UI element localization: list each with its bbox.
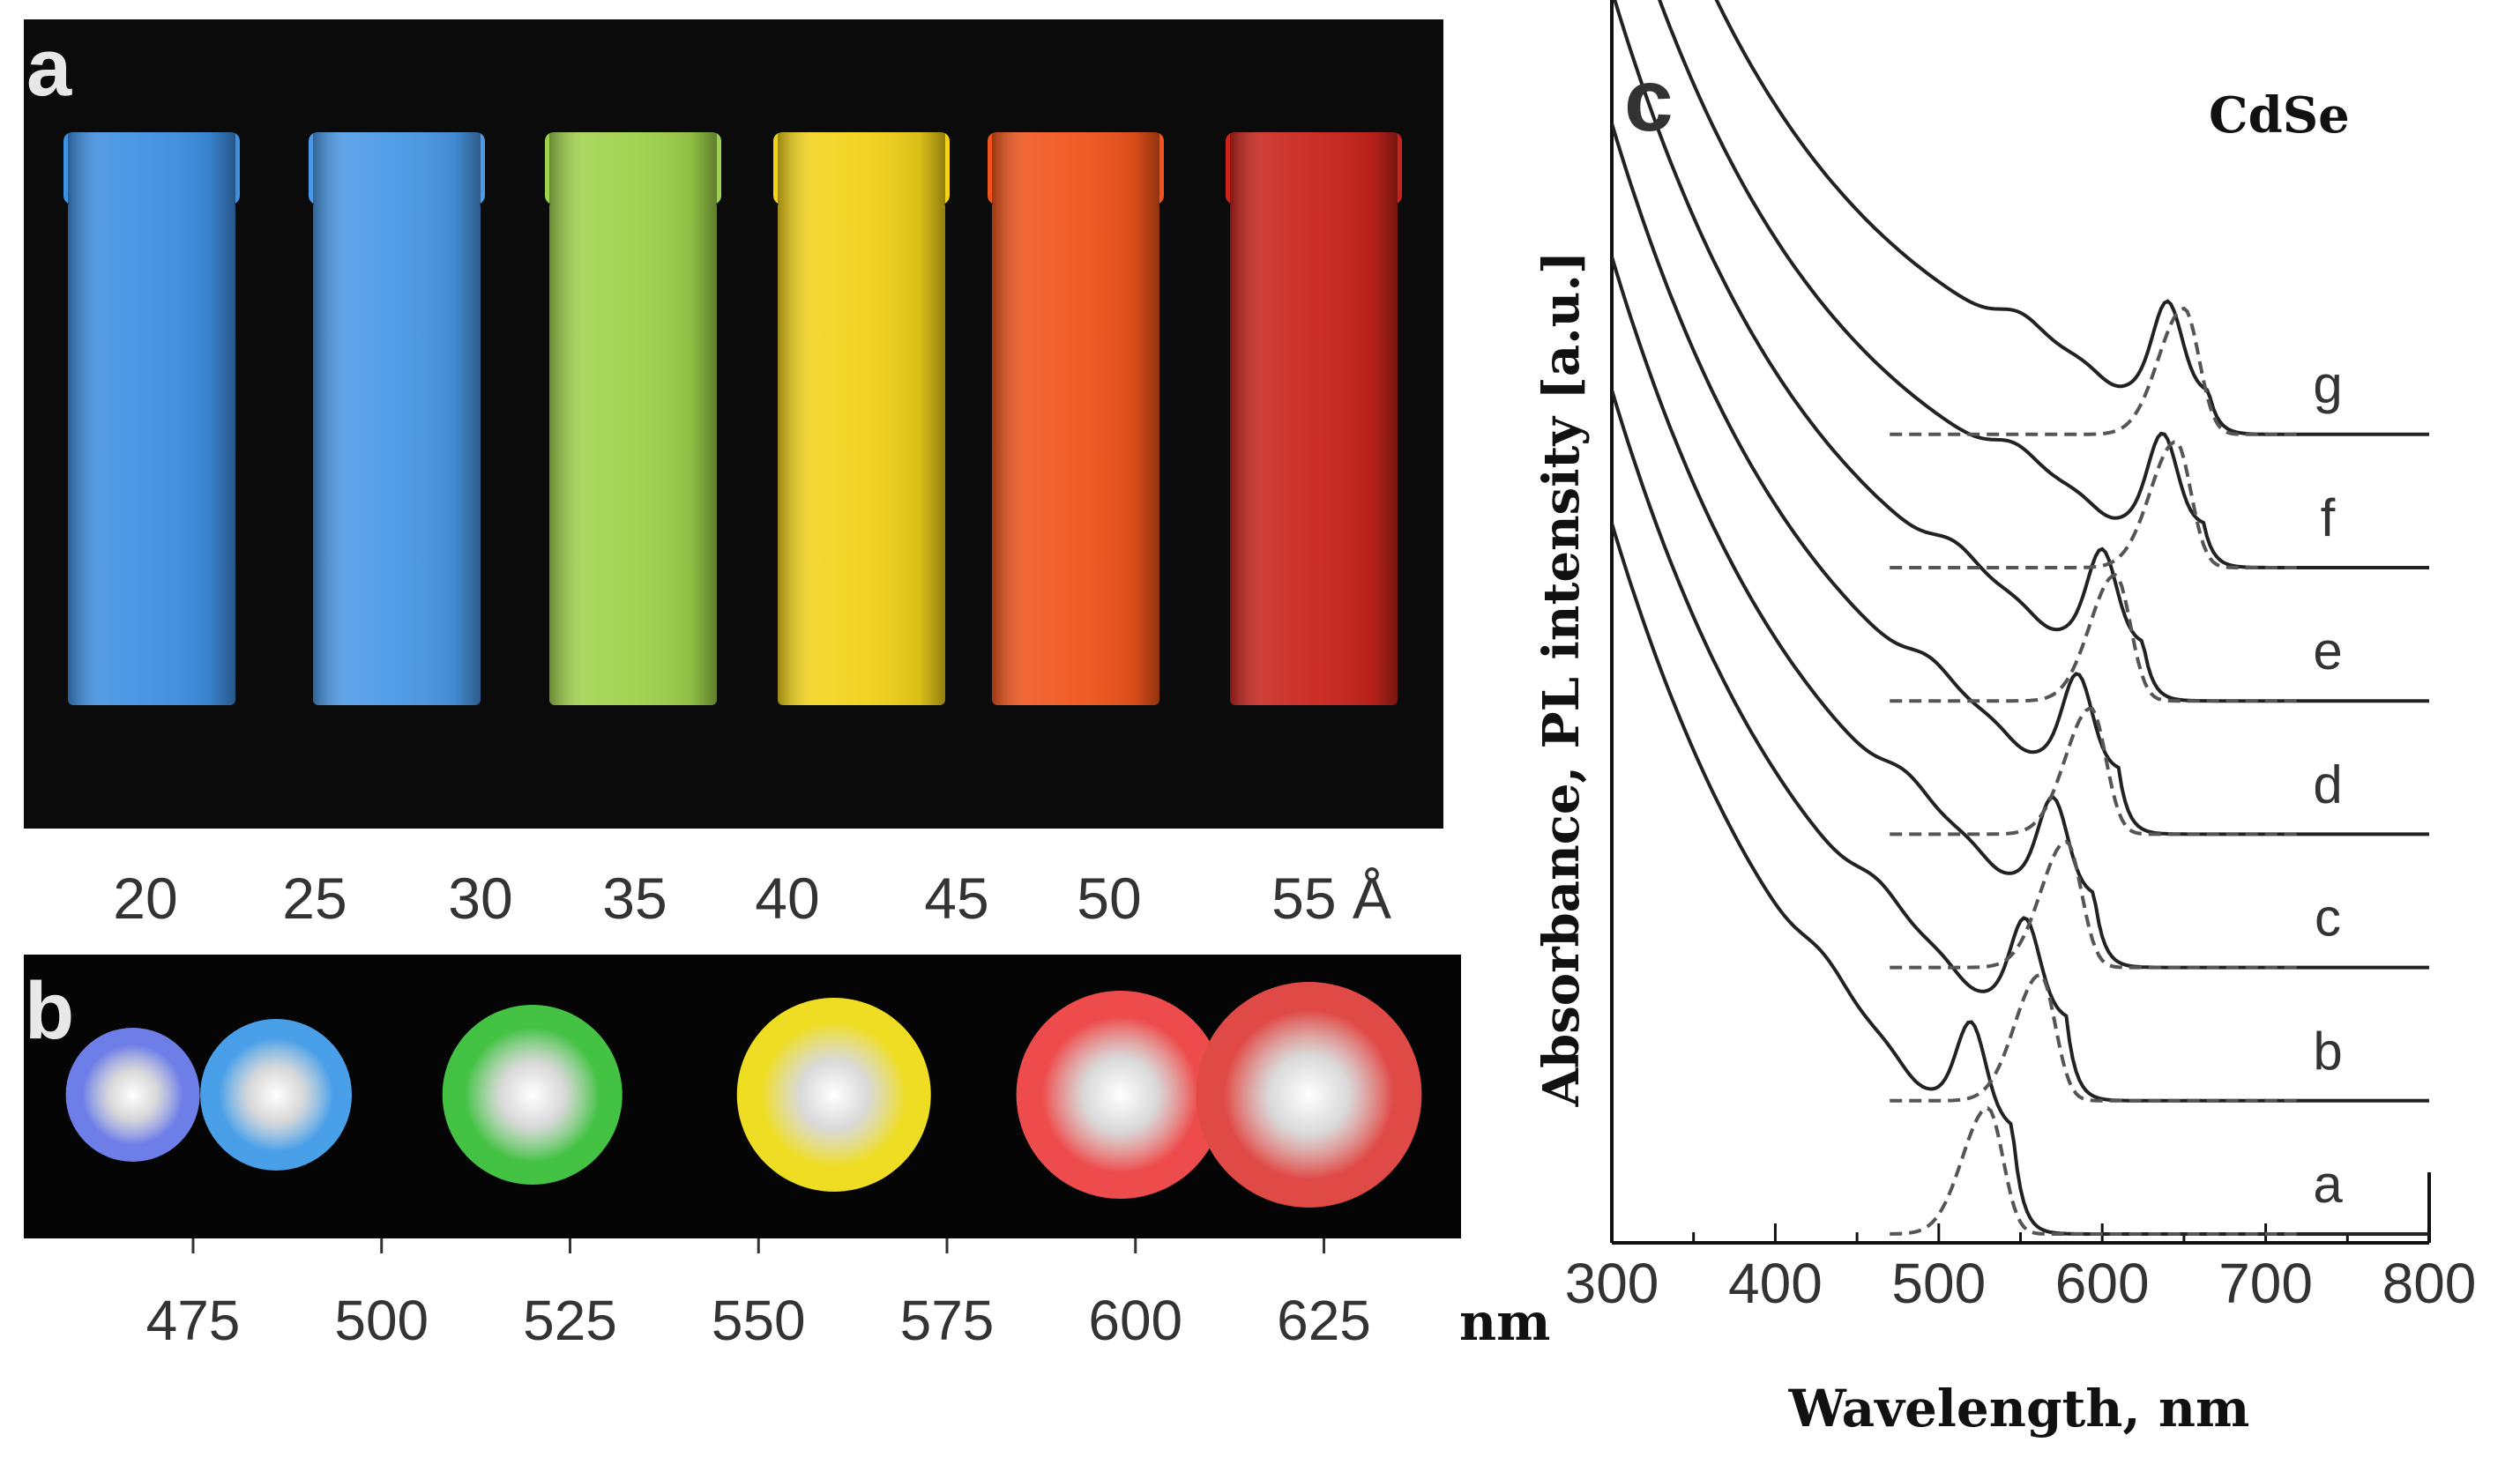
series-label: b [2313,1022,2342,1081]
wavelength-tick-label: 575 [900,1289,995,1352]
absorbance-curve-f [1658,0,2429,569]
emission-dot [1016,991,1225,1199]
spectra-plot: 300 400 500 600 700 800 a b c d e f g [1565,0,2477,1315]
vial-row [63,132,1402,705]
vial-2 [309,132,485,705]
emission-dot-row [65,982,1422,1208]
size-tick-label: 20 [113,866,177,931]
spectra-curves [1612,0,2429,1236]
vial-6 [1226,132,1402,705]
pl-curve-d [1890,706,2299,836]
y-axis-label: Absorbance, PL intensity [a.u.] [1532,251,1591,1108]
x-tick-label: 600 [2055,1252,2150,1315]
size-tick-label: 25 [282,866,347,931]
x-tick-label: 400 [1728,1252,1823,1315]
panel-a-label: a [26,23,72,113]
x-axis-label: Wavelength, nm [1788,1379,2250,1439]
vial-1 [63,132,240,705]
absorbance-curve-a [1612,523,2429,1236]
vial-shading [992,132,1159,705]
series-label: d [2313,755,2342,814]
wavelength-tick-label: 500 [334,1289,429,1352]
panel-a: a [24,19,1443,829]
pl-curve-a [1890,1105,2299,1236]
wavelength-tick-label: 475 [146,1289,241,1352]
series-label: e [2313,621,2342,680]
panel-b-label: b [25,966,74,1056]
vial-shading [1230,132,1398,705]
vial-shading [778,132,945,705]
pl-curve-b [1890,972,2299,1103]
series-label: f [2321,488,2336,547]
size-tick-label: 35 [602,866,667,931]
emission-dot [736,998,931,1192]
wavelength-tick-label: 625 [1277,1289,1371,1352]
series-label: c [2315,888,2341,948]
x-tick-label: 800 [2382,1252,2477,1315]
emission-dot [65,1028,200,1162]
size-tick-label: 40 [755,866,819,931]
pl-curve-g [1890,306,2299,436]
series-label: g [2313,355,2342,414]
panel-c: 300 400 500 600 700 800 a b c d e f g c CdSe Absorba… [1532,0,2476,1439]
pl-curve-c [1890,839,2299,970]
x-tick-label: 500 [1891,1252,1986,1315]
wavelength-unit: nm [1459,1292,1551,1352]
x-tick-label: 700 [2218,1252,2313,1315]
x-tick-label: 300 [1565,1252,1659,1315]
pl-curve-f [1890,440,2299,569]
panel-a-background [24,19,1443,829]
vial-3 [545,132,721,705]
vial-4 [773,132,950,705]
absorbance-curve-g [1714,0,2429,436]
size-tick-label: 50 [1077,866,1141,931]
vial-5 [988,132,1164,705]
size-tick-label: 30 [448,866,512,931]
vial-shading [68,132,235,705]
absorbance-curve-d [1612,123,2429,836]
vial-shading [313,132,481,705]
emission-dot [1196,982,1422,1208]
wavelength-tick-labels: 475 500 525 550 575 600 625 nm [146,1238,1551,1352]
size-tick-labels: 20 25 30 35 40 45 50 55 Å [113,866,1391,931]
pl-curve-e [1890,573,2299,703]
absorbance-curve-c [1612,256,2429,970]
wavelength-tick-label: 600 [1088,1289,1182,1352]
emission-dot [442,1005,623,1185]
series-label: a [2313,1155,2343,1214]
size-tick-label: 55 Å [1271,866,1391,931]
wavelength-tick-label: 550 [712,1289,806,1352]
panel-c-label: c [1624,51,1674,150]
wavelength-tick-label: 525 [523,1289,617,1352]
vial-shading [549,132,717,705]
size-tick-label: 45 [924,866,988,931]
emission-dot [200,1019,353,1171]
panel-b: b [24,955,1461,1238]
chart-title: CdSe [2209,86,2350,145]
